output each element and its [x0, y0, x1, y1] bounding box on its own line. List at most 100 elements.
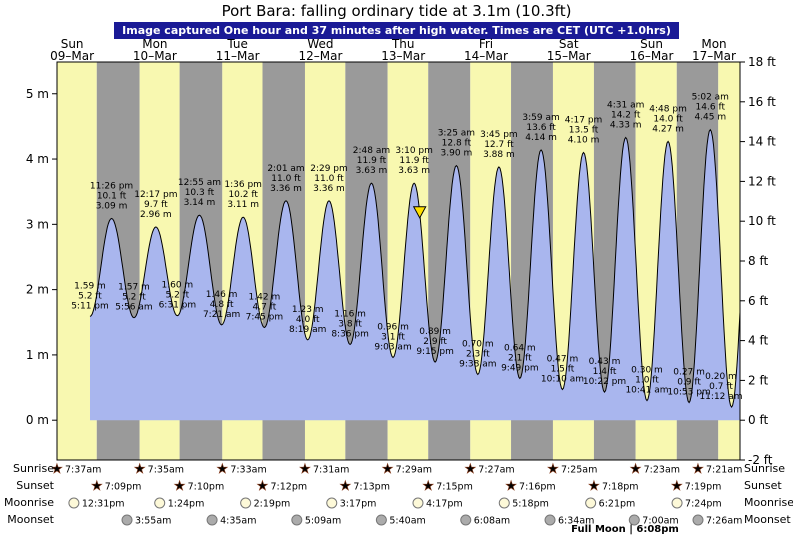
annotation-line: 0.20 m: [705, 372, 737, 382]
sunset-icon: ★: [174, 479, 186, 494]
sunrise-icon: ★: [134, 462, 146, 477]
annotation-line: 8:19 am: [289, 325, 326, 335]
day-label-date: 11–Mar: [216, 49, 260, 63]
low-tide-annotation: 0.89 m2.9 ft9:15 pm: [416, 327, 454, 357]
annotation-line: 2.3 ft: [466, 349, 490, 359]
day-label-weekday: Sat: [559, 37, 579, 51]
day-label-weekday: Sun: [61, 37, 84, 51]
capture-note-wrap: Image captured One hour and 37 minutes a…: [0, 19, 793, 39]
annotation-line: 5:56 am: [115, 303, 152, 313]
tide-curve: [89, 128, 741, 409]
day-label-weekday: Fri: [479, 37, 493, 51]
annotation-line: 0.30 m: [631, 366, 663, 376]
annotation-line: 3.09 m: [96, 201, 128, 211]
annotation-line: 9:38 am: [459, 359, 496, 369]
annotation-line: 9:49 pm: [501, 363, 539, 373]
moonrise-time: 5:18pm: [512, 499, 549, 510]
annotation-line: 10.1 ft: [97, 191, 127, 201]
sunrise-icon: ★: [382, 462, 394, 477]
annotation-line: 11.9 ft: [357, 156, 387, 166]
annotation-line: 11.9 ft: [399, 156, 429, 166]
annotation-line: 0.27 m: [673, 368, 705, 378]
annotation-line: 4.7 ft: [253, 302, 277, 312]
day-label-date: 16–Mar: [630, 49, 674, 63]
day-label-date: 17–Mar: [692, 49, 736, 63]
annotation-line: 1.46 m: [206, 290, 238, 300]
sunset-time: 7:13pm: [353, 482, 390, 493]
low-tide-annotation: 0.64 m2.1 ft9:49 pm: [501, 343, 539, 373]
sunrise-time: 7:33am: [230, 465, 266, 476]
annotation-line: 1.59 m: [74, 281, 106, 291]
moonrise-time: 6:21pm: [599, 499, 636, 510]
annotation-line: 1.23 m: [292, 305, 324, 315]
annotation-line: 2:01 am: [267, 164, 304, 174]
sunset-icon: ★: [91, 479, 103, 494]
annotation-line: 1.16 m: [334, 309, 366, 319]
sunset-time: 7:12pm: [270, 482, 307, 493]
moonset-icon: [375, 514, 387, 526]
moonset-icon: [291, 514, 303, 526]
annotation-line: 4.27 m: [652, 124, 684, 134]
moonrise-icon: [326, 497, 338, 509]
annotation-line: 3.11 m: [227, 200, 259, 210]
y-axis-label-right: 14 ft: [748, 135, 776, 149]
moonset-row-label-right: Moonset: [744, 513, 791, 526]
annotation-line: 1.4 ft: [593, 367, 617, 377]
annotation-line: 0.64 m: [504, 343, 536, 353]
annotation-line: 1.60 m: [162, 281, 194, 291]
day-label-date: 15–Mar: [547, 49, 591, 63]
annotation-line: 3.14 m: [184, 198, 216, 208]
annotation-line: 3:10 pm: [395, 146, 433, 156]
annotation-line: 13.6 ft: [526, 123, 556, 133]
sunset-time: 7:16pm: [519, 482, 556, 493]
annotation-line: 9:15 pm: [416, 347, 454, 357]
moonrise-icon: [240, 497, 252, 509]
sunset-time: 7:18pm: [602, 482, 639, 493]
y-axis-label-left: 4 m: [26, 152, 49, 166]
sunrise-time: 7:27am: [478, 465, 514, 476]
low-tide-annotation: 1.23 m4.0 ft8:19 am: [289, 305, 326, 335]
moonrise-row-label-left: Moonrise: [4, 496, 54, 509]
annotation-line: 4.14 m: [525, 133, 557, 143]
low-tide-annotation: 1.16 m3.8 ft8:36 pm: [331, 309, 369, 339]
sunset-time: 7:10pm: [188, 482, 225, 493]
annotation-line: 14.0 ft: [653, 114, 683, 124]
low-tide-annotation: 1.60 m5.2 ft6:31 pm: [159, 281, 197, 311]
annotation-line: 0.96 m: [377, 323, 409, 333]
y-axis-label-left: 0 m: [26, 413, 49, 427]
moonset-time: 6:08am: [474, 516, 510, 527]
moonrise-icon: [671, 497, 683, 509]
day-label-date: 13–Mar: [381, 49, 425, 63]
day-label-date: 10–Mar: [133, 49, 177, 63]
y-axis-label-right: 10 ft: [748, 214, 776, 228]
annotation-line: 4.10 m: [568, 136, 600, 146]
current-tide-marker: [412, 206, 427, 219]
annotation-line: 3.63 m: [356, 166, 388, 176]
y-axis-label-left: 5 m: [26, 87, 49, 101]
y-axis-label-left: 3 m: [26, 217, 49, 231]
sunrise-row-label-left: Sunrise: [12, 462, 54, 475]
moonset-time: 7:26am: [706, 516, 742, 527]
moonset-time: 5:40am: [389, 516, 425, 527]
annotation-line: 9.7 ft: [144, 200, 168, 210]
low-tide-annotation: 0.96 m3.1 ft9:03 am: [374, 323, 411, 353]
annotation-line: 5:02 am: [692, 93, 729, 103]
sunrise-icon: ★: [299, 462, 311, 477]
moonrise-icon: [412, 497, 424, 509]
annotation-line: 0.7 ft: [709, 382, 733, 392]
moonset-icon: [121, 514, 133, 526]
annotation-line: 10.3 ft: [185, 188, 215, 198]
annotation-line: 7:45 pm: [246, 312, 284, 322]
low-tide-annotation: 1.46 m4.8 ft7:21 am: [203, 290, 240, 320]
annotation-line: 1.57 m: [118, 283, 150, 293]
annotation-line: 3.8 ft: [338, 319, 362, 329]
moonset-icon: [544, 514, 556, 526]
y-axis-label-right: 16 ft: [748, 95, 776, 109]
sunrise-time: 7:35am: [148, 465, 184, 476]
annotation-line: 1.0 ft: [635, 376, 659, 386]
